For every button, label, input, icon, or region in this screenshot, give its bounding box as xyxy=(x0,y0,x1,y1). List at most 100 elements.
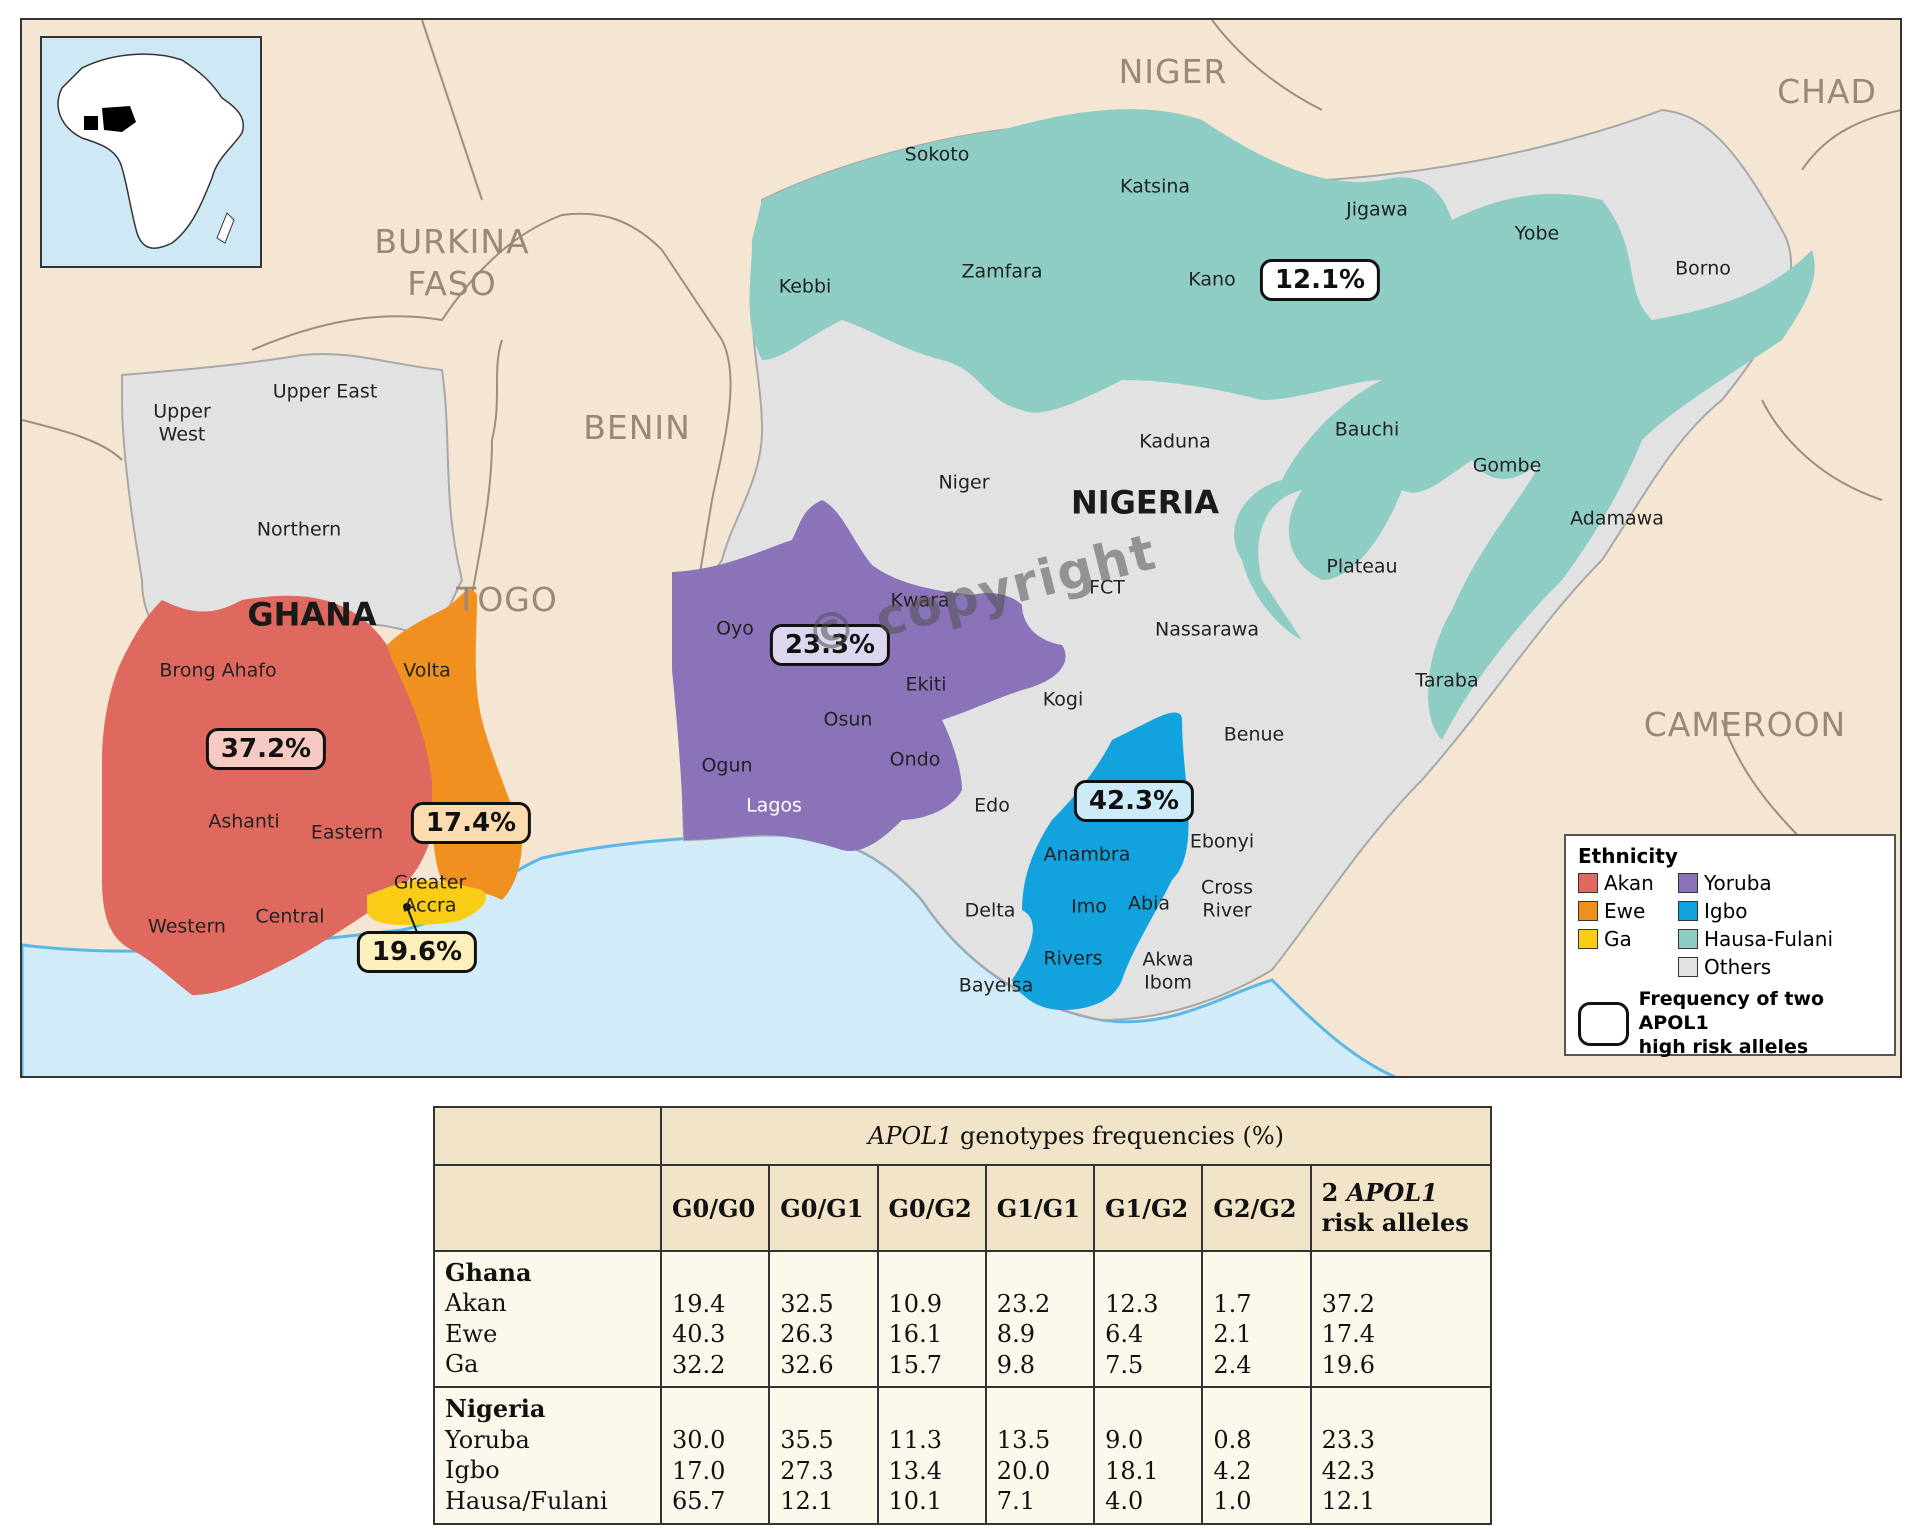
badge-hausa-fulani: 12.1% xyxy=(1259,259,1381,301)
label-faso: FASO xyxy=(407,263,497,303)
region-ga xyxy=(367,880,486,925)
value-cell: 23.2 8.9 9.8 xyxy=(984,1249,1096,1389)
value: 27.3 xyxy=(780,1456,834,1485)
africa-inset-map xyxy=(57,53,244,249)
value: 18.1 xyxy=(1105,1456,1159,1485)
label-borno: Borno xyxy=(1675,257,1731,280)
label-volta: Volta xyxy=(403,659,451,682)
value-cell: 10.9 16.1 15.7 xyxy=(876,1249,987,1389)
legend-item-akan: Akan xyxy=(1578,870,1678,896)
label-kwara: Kwara xyxy=(890,589,950,612)
label-ogun: Ogun xyxy=(701,754,753,777)
value: 17.4 xyxy=(1321,1320,1376,1349)
label-adamawa: Adamawa xyxy=(1570,507,1664,530)
col-header: G1/G1 xyxy=(984,1164,1096,1252)
legend-item-others: Others xyxy=(1678,954,1858,980)
row-label: Igbo xyxy=(445,1456,500,1485)
legend-item-yoruba: Yoruba xyxy=(1678,870,1858,896)
value-cell: 12.3 6.4 7.5 xyxy=(1093,1249,1204,1389)
label-kogi: Kogi xyxy=(1042,688,1084,711)
table-group: Nigeria Yoruba Igbo Hausa/Fulani 30.0 17.0 65.… xyxy=(433,1386,1493,1525)
swatch-hausa-fulani xyxy=(1678,929,1698,949)
label-osun: Osun xyxy=(823,708,873,731)
label-upper-west-2: West xyxy=(158,423,206,446)
risk-suffix: risk alleles xyxy=(1321,1208,1469,1237)
label-ebonyi: Ebonyi xyxy=(1189,830,1255,853)
label-abia: Abia xyxy=(1128,892,1170,915)
value-cell: 19.4 40.3 32.2 xyxy=(659,1249,771,1389)
table-group: Ghana Akan Ewe Ga 19.4 40.3 32.2 32.5 26.3 32.6 10… xyxy=(433,1249,1493,1389)
label-ashanti: Ashanti xyxy=(208,810,280,833)
legend-item-hausa-fulani: Hausa-Fulani xyxy=(1678,926,1858,952)
badge-yoruba: 23.3% xyxy=(769,624,891,666)
label-cross: Cross xyxy=(1200,876,1254,899)
badge-akan: 37.2% xyxy=(205,728,327,770)
table-corner-2 xyxy=(433,1164,662,1252)
label-ekiti: Ekiti xyxy=(905,673,947,696)
value: 12.1 xyxy=(1321,1487,1376,1516)
table-corner xyxy=(433,1106,662,1166)
label-benin: BENIN xyxy=(583,407,691,447)
label-upper-west-1: Upper xyxy=(153,400,211,423)
label-kano: Kano xyxy=(1188,268,1236,291)
legend-label: Hausa-Fulani xyxy=(1704,927,1833,951)
value: 4.0 xyxy=(1105,1487,1144,1516)
row-label: Ewe xyxy=(445,1319,498,1348)
label-cameroon: CAMEROON xyxy=(1643,704,1847,744)
header-rest: genotypes frequencies (%) xyxy=(952,1122,1285,1150)
value: 13.5 xyxy=(996,1426,1051,1455)
label-central: Central xyxy=(255,905,325,928)
row-label: Hausa/Fulani xyxy=(445,1486,608,1515)
value: 7.5 xyxy=(1105,1350,1144,1379)
value: 19.6 xyxy=(1321,1350,1376,1379)
value: 2.1 xyxy=(1213,1320,1252,1349)
col-header: G0/G2 xyxy=(876,1164,987,1252)
legend-frequency: Frequency of two APOL1 high risk alleles xyxy=(1578,988,1882,1059)
frequency-label-line1: Frequency of two APOL1 xyxy=(1638,988,1825,1034)
value: 20.0 xyxy=(996,1456,1051,1485)
legend-spacer xyxy=(1578,954,1678,980)
label-western: Western xyxy=(148,915,226,938)
badge-ewe: 17.4% xyxy=(410,802,532,844)
label-akwa: Akwa xyxy=(1142,948,1194,971)
label-benue: Benue xyxy=(1223,723,1285,746)
value: 15.7 xyxy=(888,1350,942,1379)
value-cell: 1.7 2.1 2.4 xyxy=(1201,1249,1312,1389)
label-bauchi: Bauchi xyxy=(1334,418,1400,441)
value: 10.9 xyxy=(888,1290,942,1318)
value: 32.5 xyxy=(780,1290,834,1318)
frequency-label-line2: high risk alleles xyxy=(1638,1035,1809,1058)
row-label: Yoruba xyxy=(445,1425,530,1454)
label-plateau: Plateau xyxy=(1326,555,1398,578)
label-sokoto: Sokoto xyxy=(904,143,970,166)
legend: Ethnicity Akan Yoruba Ewe Igbo Ga Hausa-… xyxy=(1564,834,1896,1059)
label-brong-ahafo: Brong Ahafo xyxy=(159,659,277,682)
legend-label: Igbo xyxy=(1704,899,1748,923)
label-river: River xyxy=(1202,899,1252,922)
value-cell: 37.2 17.4 19.6 xyxy=(1309,1249,1493,1389)
label-yobe: Yobe xyxy=(1514,222,1560,245)
group-title: Nigeria xyxy=(445,1394,546,1424)
header-apol1: APOL1 xyxy=(867,1122,953,1150)
value: 23.2 xyxy=(996,1290,1051,1318)
value: 1.0 xyxy=(1213,1487,1252,1516)
value-cell: 13.5 20.0 7.1 xyxy=(984,1386,1096,1525)
label-nigeria: NIGERIA xyxy=(1070,483,1220,522)
value: 40.3 xyxy=(672,1320,726,1349)
value-cell: 35.5 27.3 12.1 xyxy=(768,1386,879,1525)
value: 4.2 xyxy=(1213,1456,1252,1485)
label-kebbi: Kebbi xyxy=(778,275,832,298)
badge-ga: 19.6% xyxy=(356,931,478,973)
legend-item-igbo: Igbo xyxy=(1678,898,1858,924)
col-header: G2/G2 xyxy=(1201,1164,1312,1252)
label-nassarawa: Nassarawa xyxy=(1155,618,1259,641)
value: 11.3 xyxy=(888,1426,942,1455)
region-akan xyxy=(102,595,439,995)
value: 17.0 xyxy=(672,1456,726,1485)
label-oyo: Oyo xyxy=(716,617,754,640)
legend-label: Yoruba xyxy=(1704,871,1772,895)
row-label: Akan xyxy=(445,1289,507,1318)
legend-item-ewe: Ewe xyxy=(1578,898,1678,924)
legend-label: Others xyxy=(1704,955,1772,979)
badge-igbo: 42.3% xyxy=(1073,780,1195,822)
